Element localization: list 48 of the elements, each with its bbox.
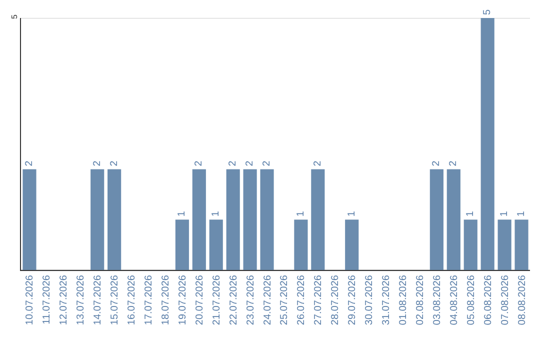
data-label: 2	[448, 160, 460, 166]
data-label: 1	[210, 210, 222, 217]
data-label: 1	[516, 210, 528, 217]
x-tick-label: 26.07.2026	[296, 274, 308, 326]
data-label: 2	[431, 160, 442, 166]
x-tick-label: 19.07.2026	[177, 274, 188, 326]
data-label: 1	[346, 210, 358, 217]
x-tick-label: 30.07.2026	[364, 274, 376, 326]
x-tick-label: 07.08.2026	[500, 274, 511, 326]
x-tick-label: 03.08.2026	[432, 274, 443, 326]
x-tick-label: 20.07.2026	[194, 274, 206, 326]
x-tick-label: 27.07.2026	[313, 274, 324, 326]
x-tick-label: 10.07.2026	[24, 274, 36, 326]
data-label: 2	[194, 160, 205, 166]
data-label: 2	[312, 160, 324, 166]
x-tick-label: 04.08.2026	[448, 274, 460, 326]
x-tick-label: 31.07.2026	[381, 274, 392, 326]
x-tick-label: 05.08.2026	[466, 274, 477, 326]
x-tick-label: 11.07.2026	[42, 274, 53, 324]
x-tick-label: 24.07.2026	[262, 274, 274, 326]
data-label: 2	[228, 160, 239, 166]
data-label: 2	[108, 160, 120, 166]
x-tick-label: 01.08.2026	[398, 274, 409, 326]
x-tick-label: 21.07.2026	[211, 274, 222, 326]
x-tick-label: 29.07.2026	[347, 274, 358, 326]
x-tick-label: 25.07.2026	[279, 274, 290, 326]
data-label: 2	[262, 160, 273, 166]
x-tick-label: 14.07.2026	[92, 274, 104, 326]
x-tick-label: 13.07.2026	[76, 274, 87, 326]
data-label: 1	[176, 210, 188, 217]
data-label: 2	[244, 160, 256, 166]
data-label: 5	[482, 9, 494, 15]
x-tick-label: 17.07.2026	[144, 274, 154, 326]
x-tick-label: 23.07.2026	[245, 274, 256, 326]
data-label: 1	[295, 210, 306, 217]
x-tick-label: 18.07.2026	[160, 274, 172, 326]
x-tick-label: 12.07.2026	[58, 274, 70, 326]
data-label: 2	[92, 160, 103, 166]
x-tick-label: 22.07.2026	[228, 274, 240, 326]
data-label: 1	[465, 210, 476, 217]
x-tick-label: 08.08.2026	[516, 274, 528, 326]
x-tick-label: 06.08.2026	[482, 274, 494, 326]
data-label: 1	[499, 210, 510, 217]
x-tick-label: 15.07.2026	[110, 274, 121, 326]
data-label: 2	[24, 160, 35, 166]
x-tick-label: 02.08.2026	[414, 274, 426, 326]
x-tick-label: 28.07.2026	[330, 274, 342, 326]
x-tick-label: 16.07.2026	[126, 274, 138, 326]
